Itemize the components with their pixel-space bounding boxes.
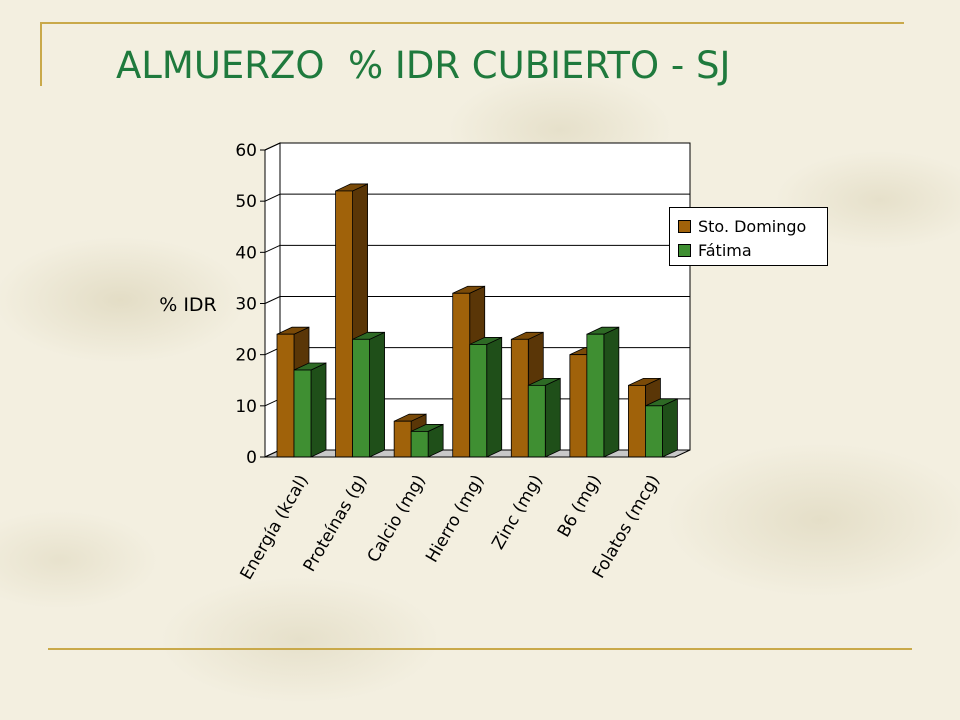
legend-swatch-series-2	[678, 243, 691, 257]
gridline	[264, 244, 690, 253]
bar-front	[628, 384, 646, 458]
bar-front	[452, 292, 471, 458]
gridline	[264, 193, 690, 202]
bar-front	[510, 338, 529, 458]
x-tick-label: Hierro (mg)	[422, 472, 488, 567]
legend-label-series-1: Sto. Domingo	[698, 216, 807, 236]
bar-front	[293, 369, 312, 458]
bar	[527, 377, 561, 458]
bar-front	[276, 333, 295, 458]
bar-side	[544, 377, 561, 458]
bar	[410, 423, 444, 458]
legend-item-series-1: Sto. Domingo	[678, 216, 806, 236]
frame-top-line	[40, 22, 904, 24]
y-tick-label: 20	[235, 346, 257, 366]
x-tick-label: B6 (mg)	[554, 472, 606, 541]
y-tick-label: 60	[235, 141, 257, 161]
gridline	[264, 296, 690, 304]
frame-bottom-line	[48, 648, 912, 650]
bar-side	[369, 331, 385, 458]
bar-front	[393, 420, 412, 458]
bar-front	[410, 431, 429, 458]
bar-front	[335, 190, 353, 458]
y-tick-label: 50	[235, 192, 257, 212]
bar-front	[645, 405, 663, 458]
x-tick-label: Zinc (mg)	[488, 472, 547, 553]
bar-front	[352, 338, 370, 458]
bar-front	[586, 333, 605, 458]
bar-side	[662, 398, 678, 458]
bar	[352, 331, 385, 458]
chart-legend: Sto. Domingo Fátima	[669, 207, 828, 266]
bar-side	[486, 336, 503, 458]
bar-side	[603, 326, 620, 458]
x-tick-label: Proteínas (g)	[300, 472, 371, 576]
bar-front	[469, 344, 488, 458]
y-axis-label: % IDR	[159, 294, 217, 316]
bar-front	[527, 384, 546, 458]
y-tick-label: 40	[235, 243, 257, 263]
legend-item-series-2: Fátima	[678, 240, 752, 260]
legend-label-series-2: Fátima	[698, 240, 752, 260]
y-axis: 0 10 20 30 40 50 60	[235, 141, 266, 468]
gridline	[264, 142, 690, 151]
legend-swatch-series-1	[678, 219, 691, 233]
bar	[469, 336, 503, 458]
bar	[586, 326, 620, 458]
x-axis: Energía (kcal)Proteínas (g)Calcio (mg)Hi…	[236, 456, 675, 583]
y-tick-label: 30	[235, 295, 257, 315]
bar-side	[310, 362, 327, 458]
bar-front	[569, 354, 588, 458]
x-tick-label: Calcio (mg)	[364, 472, 430, 566]
frame-left-line	[40, 22, 42, 86]
bar	[293, 362, 327, 458]
y-tick-label: 0	[246, 448, 257, 468]
bars	[276, 183, 678, 458]
slide-title: ALMUERZO % IDR CUBIERTO - SJ	[116, 44, 731, 87]
bar	[645, 398, 678, 458]
y-tick-label: 10	[235, 397, 257, 417]
